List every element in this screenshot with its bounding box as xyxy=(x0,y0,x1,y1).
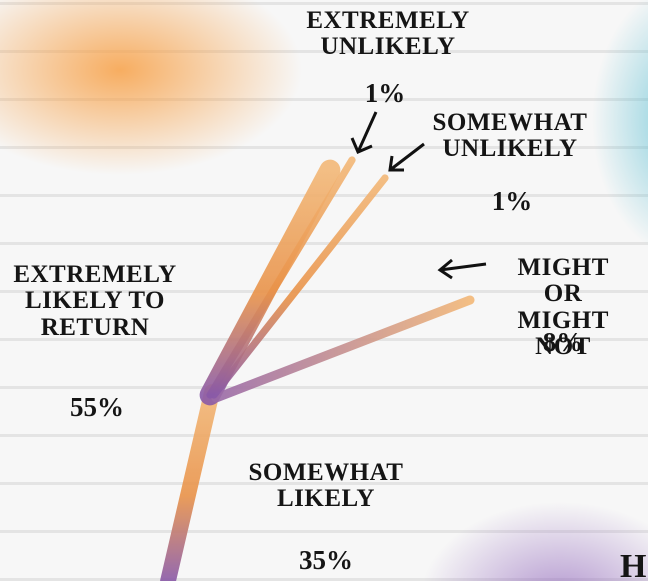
branch xyxy=(210,174,389,399)
branch-label: EXTREMELY UNLIKELY xyxy=(306,7,470,61)
branch xyxy=(206,156,356,399)
branch xyxy=(160,384,220,581)
branch-value: 8% xyxy=(542,327,584,357)
branch-value: 35% xyxy=(299,545,353,575)
branch-label: SOMEWHAT LIKELY xyxy=(248,459,404,513)
arrows xyxy=(350,111,487,280)
branch-label: SOMEWHAT UNLIKELY xyxy=(432,109,588,163)
branch-value: 1% xyxy=(491,186,533,216)
branch-label: EXTREMELY LIKELY TO RETURN xyxy=(13,261,177,341)
branch-value: 55% xyxy=(70,392,124,422)
branch xyxy=(211,295,475,403)
branch-value: 1% xyxy=(364,78,406,108)
footer-fragment: HO xyxy=(620,548,648,581)
branch-label: MIGHT OR MIGHT NOT xyxy=(517,254,609,360)
